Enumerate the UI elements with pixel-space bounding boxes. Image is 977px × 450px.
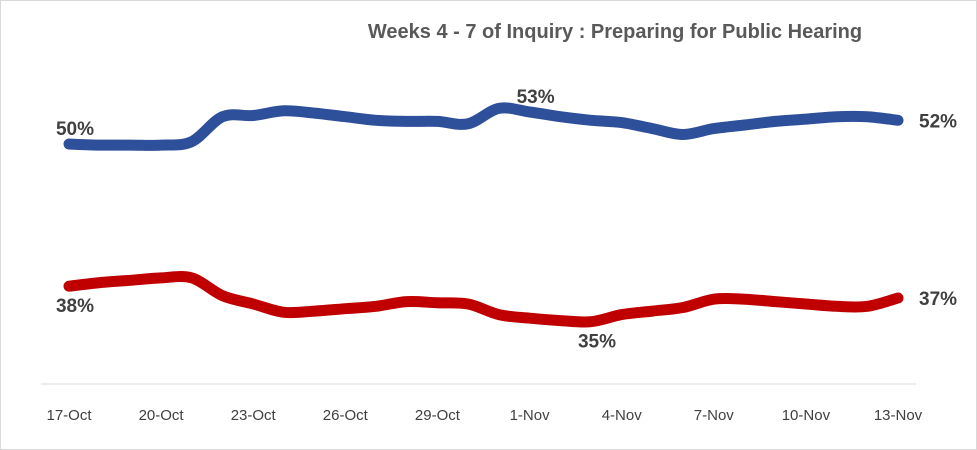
x-tick-label: 13-Nov	[874, 407, 923, 424]
x-tick-label: 17-Oct	[46, 407, 92, 424]
data-label: 37%	[919, 289, 957, 310]
x-tick-label: 23-Oct	[231, 407, 277, 424]
x-tick-label: 26-Oct	[323, 407, 369, 424]
x-tick-label: 20-Oct	[139, 407, 185, 424]
data-labels: 50% 53% 52% 38% 35% 37%	[56, 87, 957, 353]
data-label: 53%	[517, 87, 555, 108]
series-line-1	[63, 270, 904, 328]
x-tick-label: 1-Nov	[510, 407, 551, 424]
x-tick-label: 29-Oct	[415, 407, 461, 424]
x-tick-label: 4-Nov	[602, 407, 643, 424]
x-tick-label: 7-Nov	[694, 407, 735, 424]
data-label: 50%	[56, 119, 94, 140]
series-layer	[63, 102, 904, 328]
data-label: 35%	[578, 332, 616, 353]
chart-title: Weeks 4 - 7 of Inquiry : Preparing for P…	[368, 21, 862, 43]
data-label: 38%	[56, 296, 94, 317]
x-axis-ticks: 17-Oct 20-Oct 23-Oct 26-Oct 29-Oct 1-Nov 4-Nov…	[46, 407, 922, 424]
data-label: 52%	[919, 111, 957, 132]
series-line-0	[63, 102, 904, 151]
x-tick-label: 10-Nov	[782, 407, 831, 424]
